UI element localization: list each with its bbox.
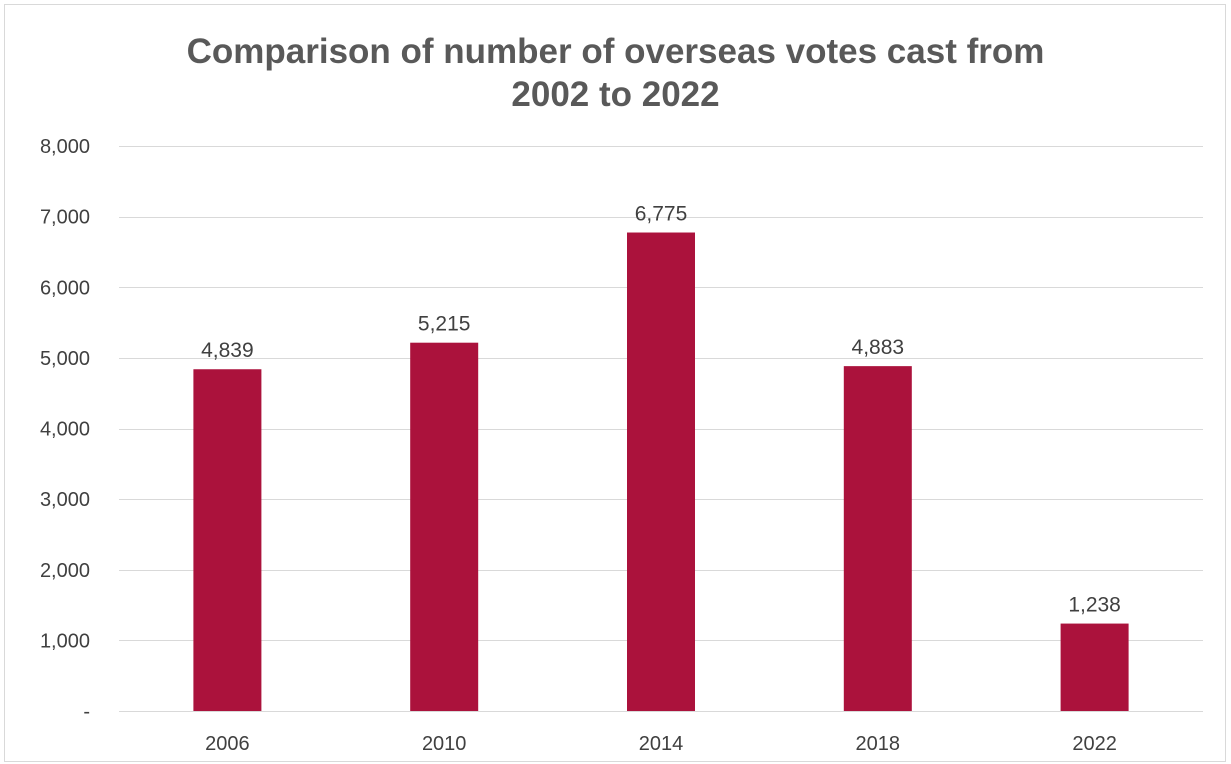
x-tick-label-2018: 2018	[856, 733, 901, 755]
x-tick-label-2010: 2010	[422, 733, 467, 755]
y-tick-label: 4,000	[40, 419, 90, 441]
y-tick-label: 6,000	[40, 277, 90, 299]
y-tick-label: 7,000	[40, 207, 90, 229]
y-tick-label: 5,000	[40, 348, 90, 370]
data-label-2014: 6,775	[635, 203, 688, 226]
x-tick-label-2022: 2022	[1072, 733, 1117, 755]
chart-title-line-2: 2002 to 2022	[511, 75, 720, 114]
y-tick-label: 8,000	[40, 136, 90, 158]
y-tick-label: -	[83, 701, 90, 723]
bar-2018	[843, 366, 912, 711]
bar-2006	[193, 369, 262, 711]
bar-2010	[410, 342, 479, 711]
bars	[193, 232, 1129, 711]
chart-title-line-1: Comparison of number of overseas votes c…	[186, 32, 1045, 71]
data-label-2018: 4,883	[852, 336, 905, 359]
data-labels: 4,839 5,215 6,775 4,883 1,238	[201, 203, 1121, 617]
x-tick-label-2006: 2006	[205, 733, 250, 755]
data-label-2022: 1,238	[1068, 594, 1121, 617]
data-label-2010: 5,215	[418, 313, 471, 336]
x-tick-label-2014: 2014	[639, 733, 684, 755]
bar-2022	[1060, 623, 1129, 711]
chart-title: Comparison of number of overseas votes c…	[0, 30, 1231, 116]
y-tick-label: 1,000	[40, 630, 90, 652]
y-tick-label: 3,000	[40, 489, 90, 511]
bar-2014	[627, 232, 695, 711]
y-axis-tick-labels: - 1,000 2,000 3,000 4,000 5,000 6,000 7,000 8,00…	[40, 136, 90, 723]
x-axis-tick-labels: 2006 2010 2014 2018 2022	[205, 733, 1117, 755]
y-tick-label: 2,000	[40, 560, 90, 582]
data-label-2006: 4,839	[201, 339, 254, 362]
